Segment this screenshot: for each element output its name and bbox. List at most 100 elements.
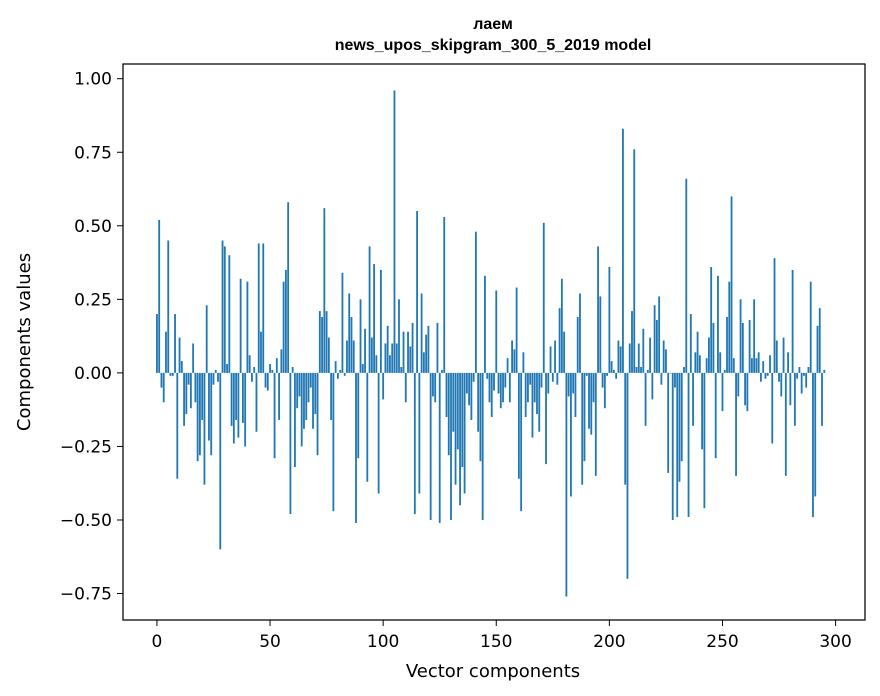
bar <box>275 358 278 373</box>
bar <box>255 372 258 432</box>
bar <box>619 346 622 373</box>
bar <box>585 372 588 376</box>
bar <box>760 372 762 382</box>
bar <box>823 369 826 373</box>
bar <box>628 343 631 373</box>
bar <box>660 372 663 385</box>
bar <box>520 372 523 512</box>
bar <box>468 372 471 406</box>
x-tick-label: 0 <box>152 632 163 652</box>
bar <box>278 372 280 420</box>
bar <box>375 355 378 373</box>
bar <box>798 367 801 373</box>
bar <box>201 372 204 420</box>
bar <box>547 372 550 394</box>
bar <box>393 90 396 373</box>
y-tick-label: 0.50 <box>74 217 112 237</box>
bar <box>533 372 536 403</box>
bar <box>411 322 414 373</box>
bar <box>739 299 742 373</box>
bar <box>615 372 618 379</box>
bar <box>323 208 326 373</box>
bar <box>775 340 778 373</box>
bar <box>818 308 821 373</box>
bar <box>472 372 475 382</box>
bar <box>377 372 380 494</box>
y-tick-label: −0.25 <box>60 437 112 457</box>
bar <box>497 372 500 394</box>
bar <box>771 372 774 444</box>
x-tick-label: 150 <box>480 632 512 652</box>
bar <box>413 372 416 515</box>
bar <box>422 352 425 373</box>
bar <box>522 352 525 373</box>
bar <box>694 352 697 373</box>
chart-subtitle: news_upos_skipgram_300_5_2019 model <box>335 37 652 54</box>
bar <box>262 243 265 373</box>
bar <box>809 281 812 373</box>
y-axis-ticks: 1.00 0.75 0.50 0.25 0.00 −0.25 −0.50 −0.75 <box>60 70 123 605</box>
bar <box>698 355 701 373</box>
bar <box>461 372 464 468</box>
bar <box>816 325 819 373</box>
bar <box>665 349 667 373</box>
bar <box>361 364 364 373</box>
bar <box>343 372 346 376</box>
bar <box>219 372 222 550</box>
bar <box>750 358 753 373</box>
bar <box>452 372 455 432</box>
bar <box>741 322 744 373</box>
y-tick-label: 0.00 <box>74 364 112 384</box>
bar <box>689 314 692 373</box>
bar <box>312 372 314 429</box>
bar <box>298 372 301 397</box>
bar <box>246 281 249 373</box>
bar <box>676 372 679 518</box>
y-tick-label: −0.50 <box>60 511 112 531</box>
bar <box>334 361 337 373</box>
bar <box>212 372 215 385</box>
y-tick-label: 0.25 <box>74 290 112 310</box>
bar <box>608 266 611 373</box>
bar <box>617 340 620 373</box>
bar <box>434 372 437 403</box>
bar <box>398 299 400 373</box>
bar <box>407 331 409 373</box>
bar <box>637 343 640 373</box>
x-tick-label: 250 <box>706 632 738 652</box>
bar <box>551 372 554 382</box>
bar <box>180 361 183 373</box>
bar <box>463 372 466 494</box>
bar <box>762 361 765 373</box>
bar <box>486 372 489 379</box>
bar <box>432 372 434 397</box>
bar <box>169 372 172 376</box>
bar <box>443 216 446 373</box>
bar <box>558 308 561 373</box>
bar <box>812 372 814 518</box>
bar <box>579 293 581 373</box>
bar <box>162 372 165 403</box>
bar <box>821 372 823 426</box>
bar <box>746 372 749 412</box>
bar <box>196 372 199 462</box>
bar <box>226 364 228 373</box>
bar <box>321 316 323 373</box>
bar <box>484 275 486 373</box>
bar <box>517 372 520 479</box>
bar <box>536 372 538 415</box>
y-tick-label: −0.75 <box>60 585 112 605</box>
bar <box>436 322 439 373</box>
bar <box>696 331 699 373</box>
chart-title: лаем <box>473 16 513 33</box>
bar <box>327 337 330 373</box>
bar <box>456 372 459 450</box>
bar <box>402 331 405 373</box>
bar <box>793 372 796 426</box>
bar <box>529 372 532 385</box>
bar <box>479 372 482 462</box>
bar <box>527 372 529 403</box>
bar <box>499 372 502 409</box>
